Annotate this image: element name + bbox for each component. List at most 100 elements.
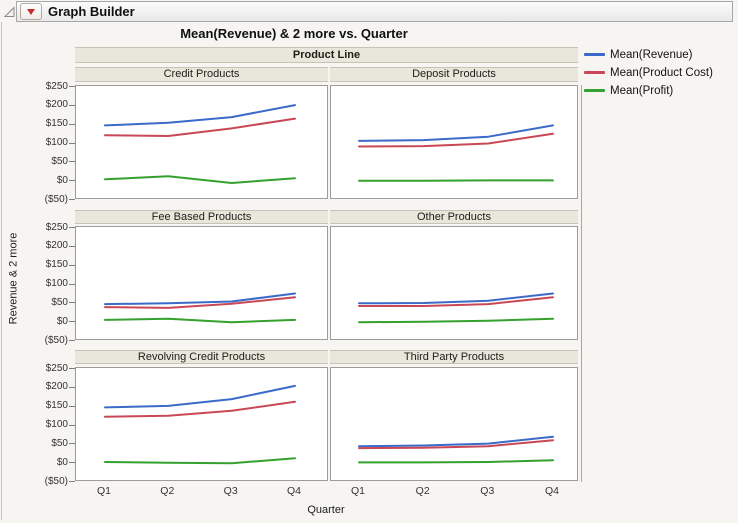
series-line-mean_revenue[interactable] bbox=[104, 384, 296, 409]
outline-header-bar: Graph Builder bbox=[16, 1, 733, 22]
y-tick-label: $250 bbox=[45, 362, 68, 374]
outline-left-rule bbox=[1, 22, 2, 520]
plot-panel[interactable] bbox=[330, 367, 578, 481]
y-tick-mark bbox=[69, 105, 75, 106]
y-tick-mark bbox=[69, 161, 75, 162]
y-tick-label: ($50) bbox=[44, 475, 68, 487]
series-line-mean_profit[interactable] bbox=[358, 317, 554, 324]
x-axis-label: Quarter bbox=[307, 504, 345, 516]
plot-panel[interactable] bbox=[330, 226, 578, 340]
y-tick-label: $50 bbox=[51, 437, 68, 449]
series-line-mean_revenue[interactable] bbox=[104, 292, 296, 306]
y-tick-mark bbox=[69, 302, 75, 303]
y-tick-label: ($50) bbox=[44, 334, 68, 346]
y-tick-label: $100 bbox=[45, 137, 68, 148]
y-tick-mark bbox=[69, 387, 75, 388]
series-line-mean_product_cost[interactable] bbox=[358, 439, 554, 450]
legend-label: Mean(Revenue) bbox=[610, 48, 693, 61]
series-line-mean_product_cost[interactable] bbox=[358, 296, 554, 307]
y-tick-label: $200 bbox=[45, 381, 68, 393]
y-tick-mark bbox=[69, 246, 75, 247]
y-tick-label: $100 bbox=[45, 278, 68, 289]
x-tick-label: Q3 bbox=[480, 485, 495, 497]
y-tick-label: $200 bbox=[45, 240, 68, 252]
series-line-mean_product_cost[interactable] bbox=[104, 400, 296, 418]
y-tick-mark bbox=[69, 321, 75, 322]
x-tick-label: Q4 bbox=[286, 485, 301, 497]
y-tick-mark bbox=[69, 180, 75, 181]
y-tick-label: $100 bbox=[45, 419, 68, 430]
series-line-mean_revenue[interactable] bbox=[358, 435, 554, 448]
plot-canvas bbox=[358, 124, 554, 182]
x-tick-label: Q1 bbox=[350, 485, 365, 497]
y-axis-label: Revenue & 2 more bbox=[7, 232, 20, 325]
plot-panel[interactable] bbox=[75, 367, 328, 481]
plot-canvas bbox=[104, 292, 296, 324]
panel-label-band: Fee Based Products bbox=[75, 210, 328, 224]
y-tick-label: $0 bbox=[56, 315, 68, 327]
y-tick-mark bbox=[69, 227, 75, 228]
disclosure-triangle-icon[interactable] bbox=[2, 5, 16, 19]
series-line-mean_revenue[interactable] bbox=[104, 104, 296, 127]
legend-label: Mean(Profit) bbox=[610, 84, 674, 97]
y-tick-label: $150 bbox=[45, 400, 68, 412]
y-tick-mark bbox=[69, 199, 75, 200]
panel-label-band: Deposit Products bbox=[330, 67, 578, 82]
series-line-mean_product_cost[interactable] bbox=[104, 296, 296, 309]
plot-canvas bbox=[104, 384, 296, 465]
legend-item-mean_profit[interactable]: Mean(Profit) bbox=[584, 83, 673, 98]
red-triangle-icon bbox=[27, 9, 35, 15]
plot-panel[interactable] bbox=[330, 85, 578, 199]
legend-item-mean_revenue[interactable]: Mean(Revenue) bbox=[584, 47, 692, 62]
legend-item-mean_product_cost[interactable]: Mean(Product Cost) bbox=[584, 65, 713, 80]
y-tick-label: $250 bbox=[45, 80, 68, 92]
y-tick-mark bbox=[69, 443, 75, 444]
panel-label-band: Third Party Products bbox=[330, 350, 578, 364]
y-tick-label: $150 bbox=[45, 259, 68, 271]
legend-swatch-mean_revenue bbox=[584, 53, 605, 56]
panel-label-band: Credit Products bbox=[75, 67, 328, 82]
y-tick-mark bbox=[69, 124, 75, 125]
y-tick-mark bbox=[69, 86, 75, 87]
series-line-mean_profit[interactable] bbox=[104, 317, 296, 324]
legend-swatch-mean_profit bbox=[584, 89, 605, 92]
series-line-mean_profit[interactable] bbox=[104, 457, 296, 465]
series-line-mean_revenue[interactable] bbox=[358, 292, 554, 305]
plot-panel[interactable] bbox=[75, 226, 328, 340]
outline-title: Graph Builder bbox=[48, 4, 135, 19]
y-tick-mark bbox=[69, 462, 75, 463]
y-tick-label: $50 bbox=[51, 155, 68, 167]
series-line-mean_product_cost[interactable] bbox=[358, 132, 554, 148]
y-tick-mark bbox=[69, 265, 75, 266]
y-tick-label: $150 bbox=[45, 118, 68, 130]
plot-panel[interactable] bbox=[75, 85, 328, 199]
plot-canvas bbox=[358, 435, 554, 464]
plot-canvas bbox=[358, 292, 554, 324]
y-tick-mark bbox=[69, 284, 75, 285]
y-tick-label: $200 bbox=[45, 99, 68, 111]
y-tick-mark bbox=[69, 340, 75, 341]
red-triangle-menu-button[interactable] bbox=[20, 3, 42, 20]
y-tick-mark bbox=[69, 406, 75, 407]
x-tick-label: Q3 bbox=[223, 485, 238, 497]
graph-frame-right-border bbox=[581, 85, 582, 482]
y-tick-mark bbox=[69, 425, 75, 426]
x-tick-label: Q4 bbox=[544, 485, 559, 497]
y-tick-label: $0 bbox=[56, 456, 68, 468]
panel-label-band: Other Products bbox=[330, 210, 578, 224]
series-line-mean_revenue[interactable] bbox=[358, 124, 554, 142]
panel-label-band: Revolving Credit Products bbox=[75, 350, 328, 364]
series-line-mean_product_cost[interactable] bbox=[104, 117, 296, 137]
plot-canvas bbox=[104, 104, 296, 184]
y-tick-label: $50 bbox=[51, 296, 68, 308]
series-line-mean_profit[interactable] bbox=[104, 175, 296, 184]
group-header-band: Product Line bbox=[75, 47, 578, 63]
series-line-mean_profit[interactable] bbox=[358, 459, 554, 464]
legend-swatch-mean_product_cost bbox=[584, 71, 605, 74]
x-tick-label: Q2 bbox=[415, 485, 430, 497]
legend-label: Mean(Product Cost) bbox=[610, 66, 713, 79]
y-tick-label: $250 bbox=[45, 221, 68, 233]
chart-title: Mean(Revenue) & 2 more vs. Quarter bbox=[180, 26, 408, 41]
y-tick-mark bbox=[69, 143, 75, 144]
